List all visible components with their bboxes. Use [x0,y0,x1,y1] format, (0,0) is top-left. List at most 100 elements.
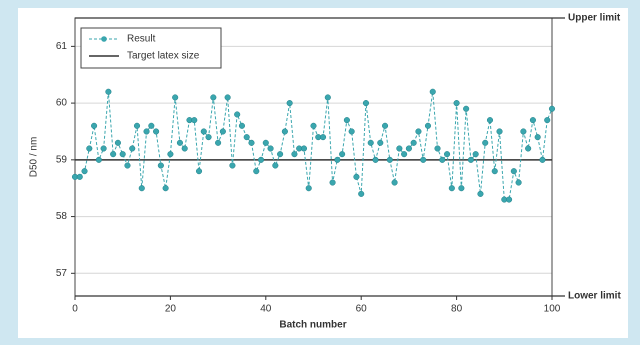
data-point [133,122,141,129]
data-point [339,151,346,158]
data-point [76,173,83,180]
data-point [386,156,393,163]
y-tick-label: 59 [56,154,68,165]
data-point [153,128,160,135]
data-point [200,128,207,135]
data-point [348,128,355,135]
data-point [291,151,298,158]
data-point [167,151,174,158]
data-point [100,145,107,152]
legend-label: Target latex size [127,51,200,62]
lower-limit-label: Lower limit [568,291,621,302]
data-point [143,128,150,135]
data-point [525,145,532,152]
data-point [458,185,465,192]
data-point [482,139,489,146]
data-point [114,139,121,146]
data-point [81,168,88,175]
data-point [319,134,327,141]
data-point [444,151,451,158]
legend-swatch [101,36,107,42]
data-point [448,185,455,192]
data-point [210,94,217,101]
data-point [119,151,126,158]
data-point [176,139,183,146]
data-point [429,88,436,95]
data-point [548,105,556,112]
data-point [181,145,188,152]
data-point [148,122,155,129]
data-point [305,185,312,192]
data-point [234,111,241,118]
y-tick-label: 60 [56,98,68,109]
data-point [405,145,412,152]
x-tick-label: 20 [165,304,177,315]
data-point [238,122,245,129]
data-point [510,168,517,175]
x-tick-label: 100 [544,304,561,315]
data-point [372,156,379,163]
data-point [248,139,255,146]
data-point [324,94,331,101]
x-tick-label: 60 [356,304,368,315]
data-point [162,185,169,192]
data-point [420,156,427,163]
data-point [310,122,317,129]
data-point [467,156,474,163]
data-point [396,145,403,152]
data-point [496,128,503,135]
data-point [401,151,408,158]
data-point [486,117,494,124]
data-point [272,162,279,169]
data-point [415,128,422,135]
data-point [86,145,93,152]
data-point [229,162,236,169]
data-point [224,94,231,101]
data-point [219,128,226,135]
y-tick-label: 57 [56,268,68,279]
data-point [358,190,365,197]
data-point [515,179,522,186]
data-point [353,173,360,180]
data-point [95,156,102,163]
data-point [129,145,136,152]
data-point [191,117,198,124]
data-point [377,139,384,146]
data-point [138,185,145,192]
data-point [506,196,513,203]
data-point [253,168,260,175]
data-point [243,134,250,141]
data-point [286,100,293,107]
data-point [367,139,374,146]
data-point [329,179,336,186]
data-point [472,151,479,158]
data-point [539,156,546,163]
data-point [382,122,389,129]
data-point [534,134,541,141]
x-tick-label: 80 [451,304,463,315]
data-point [262,139,269,146]
data-point [453,100,460,107]
y-tick-label: 58 [56,211,68,222]
data-point [105,88,112,95]
data-point [391,179,398,186]
data-point [343,117,350,124]
data-point [195,168,203,175]
data-point [520,128,527,135]
data-point [110,151,117,158]
data-point [334,156,341,163]
data-point [257,156,265,163]
data-point [434,145,441,152]
legend-label: Result [127,34,156,45]
data-point [491,168,498,175]
data-point [477,190,484,197]
x-axis-label: Batch number [279,320,346,331]
data-point [205,134,212,141]
legend-box [80,27,222,69]
x-tick-label: 0 [72,304,78,315]
x-tick-label: 40 [260,304,272,315]
data-point [172,94,179,101]
data-point [91,122,98,129]
